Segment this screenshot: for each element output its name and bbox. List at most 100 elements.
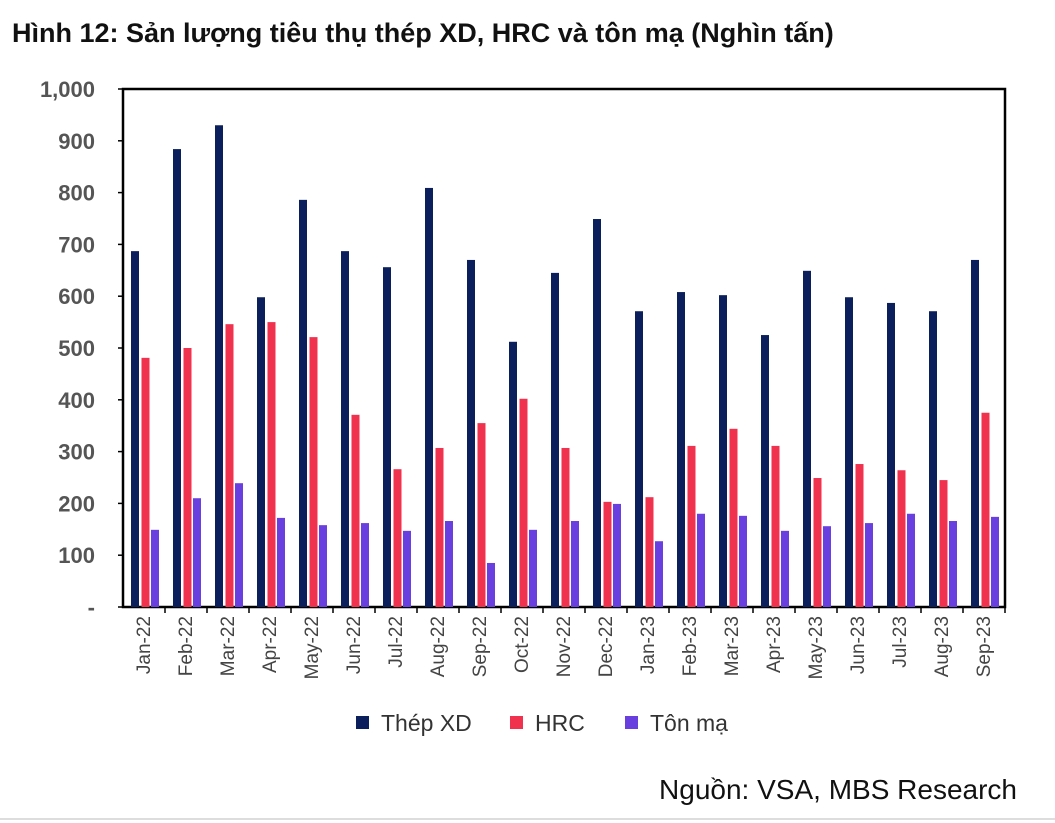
x-tick-label: Aug-23 bbox=[932, 616, 953, 677]
source-note: Nguồn: VSA, MBS Research bbox=[659, 774, 1017, 805]
bar-thép-xd bbox=[971, 259, 979, 607]
bar-hrc bbox=[267, 322, 276, 607]
x-tick-label: Apr-23 bbox=[764, 616, 785, 673]
bar-thép-xd bbox=[677, 292, 685, 607]
bar-tôn-mạ bbox=[277, 517, 285, 607]
bar-hrc bbox=[141, 357, 150, 607]
bar-hrc bbox=[897, 470, 906, 607]
chart-title: Hình 12: Sản lượng tiêu thụ thép XD, HRC… bbox=[12, 18, 834, 48]
bar-hrc bbox=[855, 464, 864, 607]
y-tick-label: 600 bbox=[58, 284, 95, 309]
bar-thép-xd bbox=[257, 297, 265, 607]
bar-hrc bbox=[477, 423, 486, 607]
bar-hrc bbox=[729, 428, 738, 607]
bar-thép-xd bbox=[215, 125, 223, 607]
y-tick-label: 1,000 bbox=[40, 77, 95, 102]
bar-tôn-mạ bbox=[781, 530, 789, 607]
x-tick-label: Jul-23 bbox=[890, 616, 911, 668]
bar-tôn-mạ bbox=[361, 523, 369, 607]
legend-swatch bbox=[625, 716, 638, 729]
bar-tôn-mạ bbox=[949, 521, 957, 607]
bar-thép-xd bbox=[173, 149, 181, 607]
bar-hrc bbox=[183, 348, 192, 607]
legend-label: Tôn mạ bbox=[650, 710, 728, 736]
bar-tôn-mạ bbox=[865, 523, 873, 607]
x-tick-label: Jan-23 bbox=[638, 616, 659, 674]
bar-hrc bbox=[771, 445, 780, 607]
x-tick-label: Aug-22 bbox=[428, 616, 449, 677]
bar-thép-xd bbox=[299, 199, 307, 608]
bar-thép-xd bbox=[341, 251, 349, 607]
x-tick-label: Apr-22 bbox=[260, 616, 281, 673]
legend-label: HRC bbox=[535, 710, 585, 736]
bar-thép-xd bbox=[383, 267, 391, 607]
x-tick-label: Jan-22 bbox=[134, 616, 155, 674]
bar-thép-xd bbox=[425, 187, 433, 608]
bar-hrc bbox=[813, 478, 822, 607]
bar-tôn-mạ bbox=[445, 521, 453, 607]
bar-hrc bbox=[687, 445, 696, 607]
bar-thép-xd bbox=[719, 295, 727, 607]
bar-tôn-mạ bbox=[823, 526, 831, 607]
bar-hrc bbox=[561, 447, 570, 607]
bar-thép-xd bbox=[467, 259, 475, 607]
x-tick-label: Jul-22 bbox=[386, 616, 407, 668]
bar-hrc bbox=[309, 337, 318, 607]
x-tick-label: Nov-22 bbox=[554, 616, 575, 677]
x-tick-label: May-23 bbox=[806, 616, 827, 679]
bar-tôn-mạ bbox=[991, 516, 999, 607]
y-tick-label: 700 bbox=[58, 232, 95, 257]
x-tick-label: Sep-22 bbox=[470, 616, 491, 677]
bar-thép-xd bbox=[593, 219, 601, 607]
bar-hrc bbox=[939, 480, 948, 607]
bar-tôn-mạ bbox=[739, 515, 747, 607]
bar-tôn-mạ bbox=[151, 529, 159, 607]
y-tick-label: 200 bbox=[58, 491, 95, 516]
y-tick-label: 400 bbox=[58, 388, 95, 413]
bar-tôn-mạ bbox=[571, 521, 579, 607]
y-tick-label: 500 bbox=[58, 336, 95, 361]
legend-swatch bbox=[356, 716, 369, 729]
bar-hrc bbox=[645, 497, 654, 607]
bar-thép-xd bbox=[929, 311, 937, 607]
bar-thép-xd bbox=[551, 272, 559, 607]
x-tick-label: Sep-23 bbox=[974, 616, 995, 677]
bottom-divider bbox=[0, 818, 1055, 820]
bar-hrc bbox=[603, 501, 612, 607]
x-tick-label: Jun-22 bbox=[344, 616, 365, 674]
bar-thép-xd bbox=[761, 335, 769, 607]
bar-tôn-mạ bbox=[907, 513, 915, 607]
x-tick-label: Dec-22 bbox=[596, 616, 617, 677]
bar-hrc bbox=[435, 447, 444, 607]
bar-thép-xd bbox=[845, 297, 853, 607]
y-tick-label: 800 bbox=[58, 181, 95, 206]
bar-thép-xd bbox=[131, 251, 139, 607]
bar-thép-xd bbox=[635, 311, 643, 607]
bar-hrc bbox=[393, 469, 402, 607]
bar-tôn-mạ bbox=[655, 541, 663, 607]
bar-tôn-mạ bbox=[487, 562, 495, 607]
x-tick-label: Oct-22 bbox=[512, 616, 533, 673]
x-tick-label: Mar-22 bbox=[218, 616, 239, 676]
bar-tôn-mạ bbox=[697, 513, 705, 607]
y-tick-label: 300 bbox=[58, 440, 95, 465]
bar-thép-xd bbox=[887, 302, 895, 607]
x-tick-label: May-22 bbox=[302, 616, 323, 679]
y-tick-label: 100 bbox=[58, 543, 95, 568]
bar-tôn-mạ bbox=[529, 529, 537, 607]
bar-tôn-mạ bbox=[235, 483, 243, 607]
x-tick-label: Feb-22 bbox=[176, 616, 197, 676]
x-tick-label: Jun-23 bbox=[848, 616, 869, 674]
bar-tôn-mạ bbox=[403, 530, 411, 607]
bar-tôn-mạ bbox=[319, 525, 327, 607]
bar-hrc bbox=[981, 412, 990, 607]
x-tick-label: Feb-23 bbox=[680, 616, 701, 676]
bar-tôn-mạ bbox=[193, 498, 201, 607]
bar-hrc bbox=[351, 414, 360, 607]
bar-tôn-mạ bbox=[613, 503, 621, 607]
bar-thép-xd bbox=[509, 341, 517, 607]
legend-swatch bbox=[510, 716, 523, 729]
y-tick-label: 900 bbox=[58, 129, 95, 154]
y-tick-label: - bbox=[88, 595, 95, 620]
